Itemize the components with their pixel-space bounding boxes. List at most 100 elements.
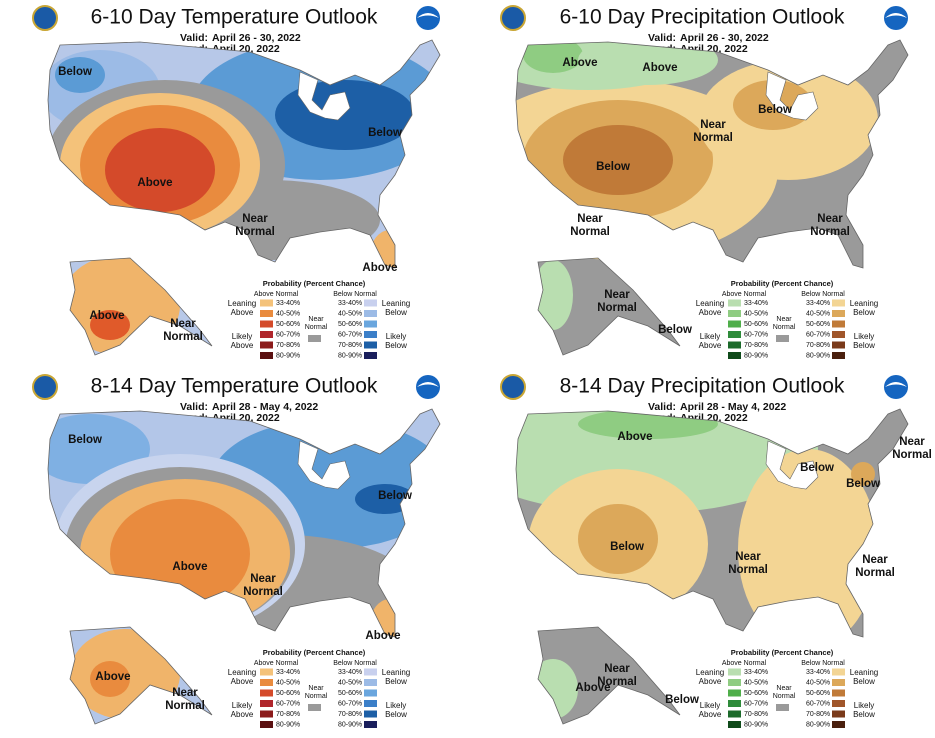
probability-region (355, 484, 415, 514)
leaning-below: Leaning (382, 668, 410, 677)
legend-swatch (364, 331, 377, 338)
probability-region (738, 449, 878, 649)
legend-swatch (364, 689, 377, 697)
near-normal: Near (308, 316, 324, 323)
region-label: Near (250, 573, 276, 585)
legend-range: 60-70% (276, 700, 300, 707)
valid-date: April 28 - May 4, 2022 (680, 401, 786, 413)
legend-range: 40-50% (806, 310, 830, 317)
outlook-panel: 8-14 Day Precipitation Outlook Valid: Apri… (500, 374, 932, 728)
legend-left-header: Above Normal (722, 660, 767, 667)
legend-swatch (728, 320, 741, 328)
legend-range: 70-80% (744, 711, 768, 718)
legend-title: Probability (Percent Chance) (731, 279, 834, 288)
legend-left-header: Above Normal (254, 660, 299, 667)
us-outline (47, 39, 441, 269)
legend-swatch (832, 689, 845, 697)
leaning-below: Leaning (382, 299, 410, 308)
noaa-bird (417, 13, 439, 18)
us-outline (515, 408, 909, 638)
region-label: Near (735, 551, 761, 563)
near-normal-swatch (308, 335, 321, 342)
legend-swatch (728, 331, 741, 338)
leaning-below: Below (853, 308, 875, 317)
legend-swatch (832, 710, 845, 718)
legend-range: 70-80% (806, 711, 830, 718)
probability-region (563, 125, 673, 195)
legend-range: 80-90% (276, 352, 300, 359)
probability-region (105, 128, 215, 212)
us-outline (515, 39, 909, 269)
doc-logo (32, 374, 58, 400)
legend-range: 80-90% (806, 721, 830, 728)
legend-swatch (260, 341, 273, 349)
region-label: Below (658, 324, 692, 336)
legend-range: 50-60% (276, 690, 300, 697)
probability-region (275, 80, 415, 150)
outlook-panel: 6-10 Day Temperature Outlook Valid: April … (32, 5, 441, 359)
legend-swatch (832, 700, 845, 707)
near-normal: Near (776, 685, 792, 692)
likely-below: Likely (386, 332, 406, 341)
legend-range: 70-80% (806, 342, 830, 349)
legend-left-header: Above Normal (254, 291, 299, 298)
legend-range: 80-90% (806, 352, 830, 359)
legend-range: 70-80% (338, 342, 362, 349)
legend-range: 50-60% (806, 321, 830, 328)
leaning-below: Leaning (850, 299, 878, 308)
legend-range: 70-80% (744, 342, 768, 349)
legend-swatch (260, 700, 273, 707)
region-label: Near (604, 663, 630, 675)
legend-range: 80-90% (338, 352, 362, 359)
alaska-outline (537, 257, 681, 356)
region-label: Below (758, 104, 792, 116)
legend-swatch (728, 710, 741, 718)
region-label: Above (575, 682, 610, 694)
leaning-below: Below (385, 677, 407, 686)
legend-range: 60-70% (744, 700, 768, 707)
legend-swatch (832, 721, 845, 728)
legend-swatch (260, 721, 273, 728)
region-label: Normal (597, 676, 637, 688)
leaning-below: Below (385, 308, 407, 317)
region-label: Above (562, 57, 597, 69)
region-label: Near (604, 289, 630, 301)
legend-swatch (260, 299, 273, 307)
legend-swatch (728, 299, 741, 307)
legend-range: 60-70% (338, 700, 362, 707)
legend-swatch (728, 341, 741, 349)
region-label: Normal (235, 226, 275, 238)
legend-title: Probability (Percent Chance) (263, 648, 366, 657)
alaska-outline (69, 257, 213, 356)
near-normal-swatch (776, 704, 789, 711)
region-label: Below (596, 161, 630, 173)
region-label: Below (378, 490, 412, 502)
legend-range: 70-80% (276, 711, 300, 718)
near-normal-swatch (776, 335, 789, 342)
great-lakes (765, 440, 819, 490)
legend-range: 33-40% (276, 669, 300, 676)
likely-above: Likely (700, 701, 720, 710)
leaning-above: Above (699, 308, 722, 317)
legend-swatch (260, 331, 273, 338)
noaa-bird (417, 382, 439, 387)
noaa-logo (416, 375, 440, 399)
region-label: Near (700, 119, 726, 131)
region-label: Near (172, 687, 198, 699)
leaning-above: Leaning (696, 299, 724, 308)
region-label: Normal (693, 132, 733, 144)
legend-swatch (364, 700, 377, 707)
legend-title: Probability (Percent Chance) (731, 648, 834, 657)
leaning-above: Above (231, 677, 254, 686)
legend-swatch (260, 689, 273, 697)
legend-range: 33-40% (338, 300, 362, 307)
region-label: Normal (892, 449, 932, 461)
legend-swatch (832, 320, 845, 328)
legend-swatch (728, 668, 741, 676)
legend-range: 70-80% (338, 711, 362, 718)
likely-below: Likely (854, 332, 874, 341)
legend-range: 33-40% (744, 669, 768, 676)
region-label: Normal (855, 567, 895, 579)
legend-swatch (260, 352, 273, 359)
